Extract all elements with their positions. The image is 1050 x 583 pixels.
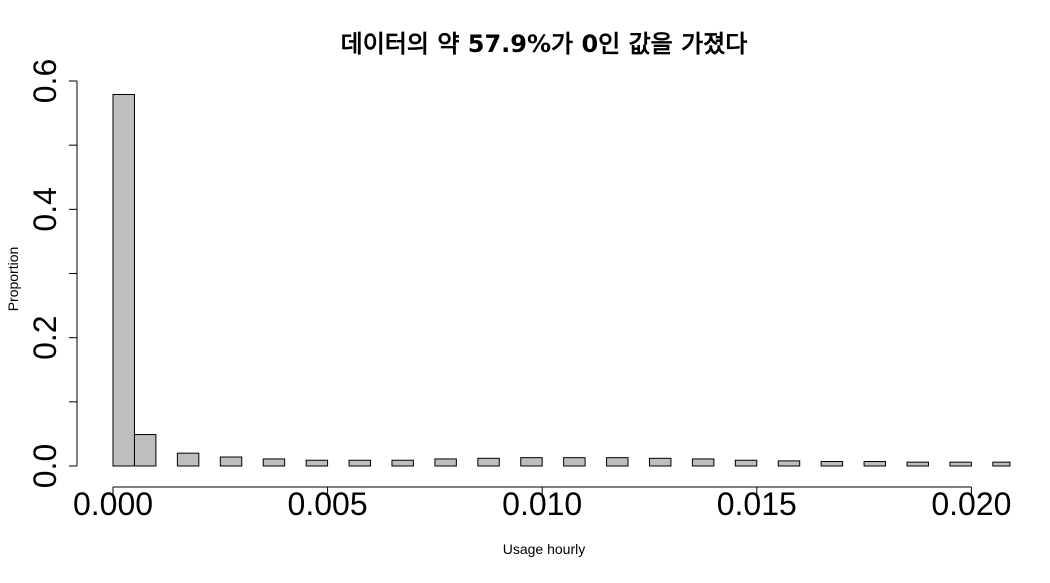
chart-title: 데이터의 약 57.9%가 0인 값을 가졌다 xyxy=(341,30,748,58)
histogram-bar xyxy=(992,461,1011,467)
x-tick-label: 0.010 xyxy=(502,486,582,522)
histogram-bar xyxy=(648,457,672,467)
x-tick-label: 0.005 xyxy=(288,486,368,522)
histogram-bar xyxy=(606,457,629,467)
histogram-bar xyxy=(391,459,414,467)
y-tick-label: 0.0 xyxy=(27,444,63,488)
y-tick-label: 0.4 xyxy=(27,187,63,231)
histogram-bar xyxy=(112,93,135,467)
histogram-bar xyxy=(434,458,457,467)
histogram-bar xyxy=(219,456,243,467)
x-tick-label: 0.015 xyxy=(717,486,797,522)
y-axis: 0.0 0.2 0.4 0.6 xyxy=(27,59,78,488)
histogram-bar xyxy=(520,457,543,467)
x-axis: 0.000 0.005 0.010 0.015 0.020 xyxy=(73,486,1011,522)
bars-group xyxy=(112,93,1011,467)
histogram-bar xyxy=(305,459,329,467)
y-tick-label: 0.6 xyxy=(27,59,63,103)
histogram-bar xyxy=(949,461,972,467)
histogram-bar xyxy=(820,461,844,467)
histogram-bar xyxy=(777,460,801,467)
y-tick-label: 0.2 xyxy=(27,315,63,359)
histogram-bar xyxy=(133,434,157,467)
histogram-bar xyxy=(563,457,586,467)
x-axis-label: Usage hourly xyxy=(503,541,586,557)
histogram-bar xyxy=(262,458,286,467)
y-axis-label: Proportion xyxy=(5,247,21,312)
x-tick-label: 0.000 xyxy=(73,486,153,522)
histogram-bar xyxy=(477,457,500,467)
histogram-bar xyxy=(906,461,929,467)
histogram-bar xyxy=(863,461,887,467)
histogram-bar xyxy=(348,459,372,467)
histogram-bar xyxy=(691,458,715,467)
x-tick-label: 0.020 xyxy=(931,486,1011,522)
histogram-bar xyxy=(176,452,200,467)
histogram-bar xyxy=(734,459,758,467)
